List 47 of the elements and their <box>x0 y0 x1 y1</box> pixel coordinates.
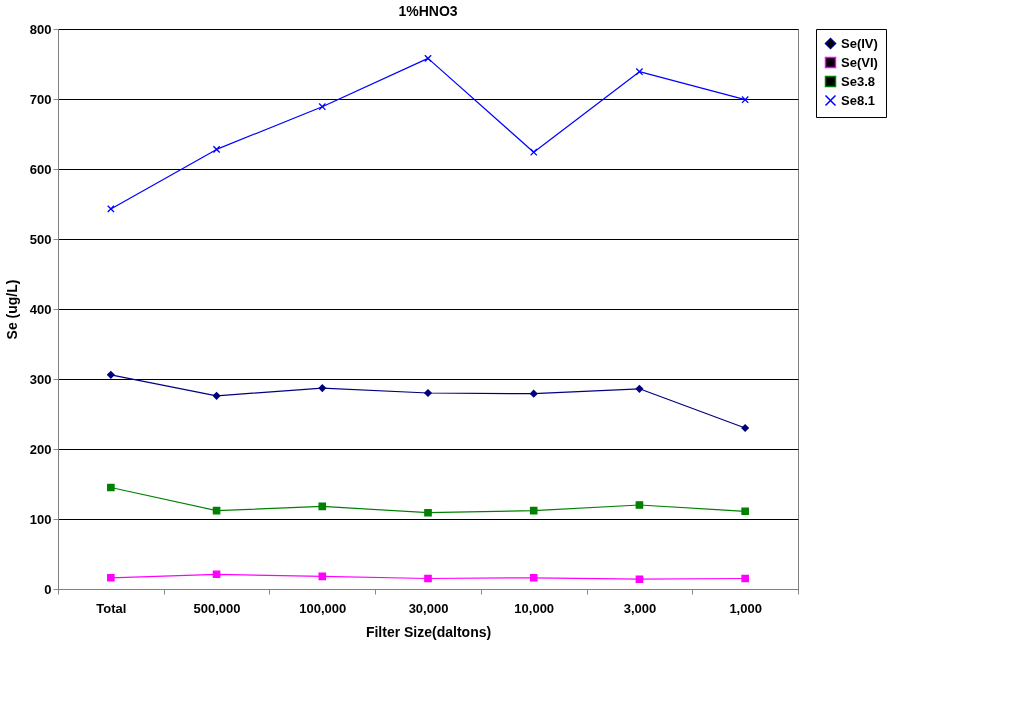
point <box>529 573 538 582</box>
y-tick-label: 200 <box>29 441 52 457</box>
point <box>635 384 644 393</box>
point <box>424 54 432 63</box>
x-axis-title: Filter Size(daltons) <box>365 623 492 640</box>
point <box>318 502 327 511</box>
legend-label: Se(IV) <box>841 35 878 51</box>
y-tick-label: 300 <box>29 371 52 387</box>
y-tick-label: 400 <box>29 301 52 317</box>
x-tick-label: 10,000 <box>514 600 555 616</box>
point <box>741 574 749 583</box>
point <box>529 148 538 157</box>
point <box>635 67 644 76</box>
point <box>529 506 538 515</box>
x-tick-label: 30,000 <box>408 600 449 616</box>
point <box>635 575 644 584</box>
y-tick-label: 800 <box>29 21 52 37</box>
x-tick-label: 1,000 <box>729 600 762 616</box>
point <box>424 574 432 583</box>
x-tick-label: Total <box>96 600 127 616</box>
point <box>318 572 327 581</box>
point <box>212 570 221 579</box>
point <box>741 424 749 432</box>
legend-label: Se8.1 <box>841 92 875 108</box>
point <box>529 389 538 398</box>
y-tick-label: 100 <box>29 511 52 527</box>
x-tick-label: 500,000 <box>193 600 241 616</box>
point <box>635 501 644 509</box>
point <box>212 391 221 400</box>
point <box>318 384 327 392</box>
point <box>424 389 432 397</box>
chart-title: 1%HNO3 <box>398 3 458 19</box>
legend-label: Se3.8 <box>841 73 875 89</box>
point <box>107 573 115 582</box>
x-tick-label: 100,000 <box>299 600 347 616</box>
point <box>741 95 749 104</box>
y-tick-label: 500 <box>29 231 52 247</box>
point <box>107 370 115 379</box>
y-tick-label: 700 <box>29 91 52 107</box>
point <box>424 508 432 517</box>
y-tick-label: 0 <box>44 581 52 597</box>
point <box>741 507 749 516</box>
y-axis-title: Se (ug/L) <box>3 279 20 340</box>
point <box>107 483 115 492</box>
x-tick-label: 3,000 <box>623 600 657 616</box>
legend-label: Se(VI) <box>841 54 878 70</box>
y-tick-label: 600 <box>29 161 52 177</box>
